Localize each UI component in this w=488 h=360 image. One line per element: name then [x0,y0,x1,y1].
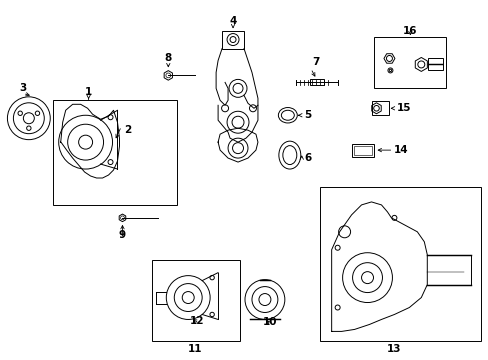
Bar [319,187,480,341]
Text: 11: 11 [187,345,202,354]
Bar [371,101,388,115]
Text: 4: 4 [229,15,236,26]
Text: 14: 14 [393,145,408,155]
Text: 5: 5 [304,110,311,120]
Text: 16: 16 [402,26,417,36]
Text: 8: 8 [164,54,172,63]
Bar [351,144,373,157]
Text: 9: 9 [119,230,126,240]
Bar [309,80,323,85]
Bar [427,58,442,71]
Text: 3: 3 [19,84,26,93]
Bar [374,37,446,88]
Bar [222,31,244,49]
Text: 12: 12 [189,316,204,327]
Text: 6: 6 [304,153,311,163]
Text: 13: 13 [386,345,401,354]
Bar [152,260,240,341]
Text: 2: 2 [123,125,131,135]
Text: 15: 15 [396,103,411,113]
Text: 10: 10 [262,318,277,328]
Bar [353,146,371,154]
Text: 7: 7 [311,58,319,67]
Bar [53,100,177,205]
Text: 1: 1 [85,87,92,97]
